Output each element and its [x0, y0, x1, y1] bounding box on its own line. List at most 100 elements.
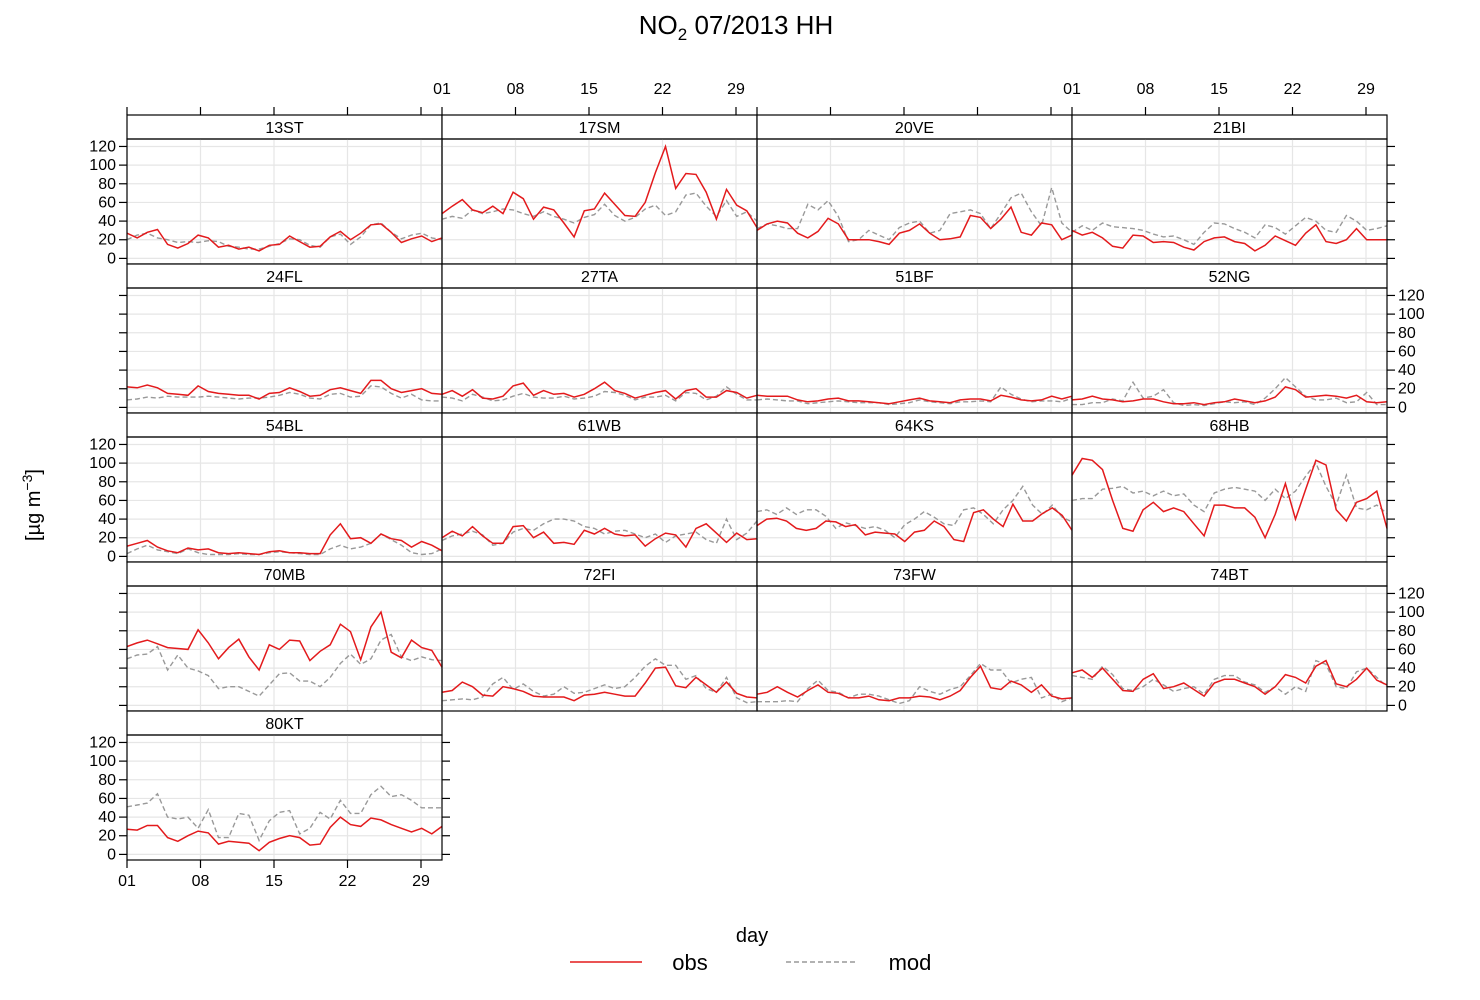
series-obs-24FL: [126, 379, 443, 400]
legend-label-obs: obs: [672, 950, 707, 975]
series-mod-73FW: [757, 662, 1073, 705]
panel-70MB: 70MB: [119, 561, 443, 712]
x-axis-title: day: [736, 925, 768, 947]
panel-frame-21BI: [1071, 138, 1388, 265]
panel-51BF: 51BF: [756, 263, 1073, 414]
strip-74BT: [1071, 561, 1388, 587]
series-obs-70MB: [126, 610, 443, 672]
series-mod-74BT: [1071, 659, 1388, 696]
x-tick-label-top: 01: [433, 81, 451, 98]
y-tick-label: 0: [1398, 697, 1407, 714]
x-tick-label-bottom: 08: [192, 873, 210, 890]
strip-label-17SM: 17SM: [579, 120, 621, 137]
series-obs-21BI: [1071, 223, 1387, 252]
series-mod-72FI: [441, 657, 758, 704]
legend-item-obs: obs: [570, 950, 708, 975]
strip-54BL: [126, 412, 443, 438]
strip-label-74BT: 74BT: [1210, 567, 1248, 584]
y-tick-label: 80: [98, 772, 116, 789]
y-tick-label: 20: [98, 530, 116, 547]
chart-title: NO2 07/2013 HH: [639, 10, 833, 44]
panel-frame-74BT: [1071, 585, 1388, 712]
legend-item-mod: mod: [786, 950, 931, 975]
panel-72FI: 72FI: [441, 561, 758, 712]
y-tick-label: 80: [1398, 623, 1416, 640]
y-tick-label: 40: [1398, 362, 1416, 379]
y-tick-label: 0: [1398, 399, 1407, 416]
y-tick-label: 40: [98, 213, 116, 230]
strip-label-64KS: 64KS: [895, 418, 934, 435]
series-obs-73FW: [756, 664, 1073, 702]
strip-21BI: [1071, 114, 1388, 140]
strip-64KS: [756, 412, 1073, 438]
x-tick-label-top: 29: [727, 81, 745, 98]
y-tick-label: 60: [1398, 641, 1416, 658]
panel-frame-54BL: [126, 436, 443, 563]
strip-label-61WB: 61WB: [578, 418, 622, 435]
series-obs-13ST: [126, 223, 443, 252]
series-mod-17SM: [441, 192, 758, 224]
panel-frame-80KT: [126, 734, 443, 861]
panel-24FL: 24FL: [119, 263, 443, 414]
x-tick-label-top: 15: [580, 81, 598, 98]
y-tick-label: 0: [107, 548, 116, 565]
y-tick-label: 20: [98, 232, 116, 249]
y-tick-label: 60: [98, 492, 116, 509]
y-tick-label: 100: [1398, 604, 1425, 621]
series-obs-51BF: [756, 394, 1073, 405]
x-tick-label-top: 29: [1357, 81, 1375, 98]
y-tick-label: 0: [107, 250, 116, 267]
series-mod-52NG: [1072, 376, 1387, 407]
y-tick-label: 100: [89, 157, 116, 174]
y-tick-label: 120: [89, 138, 116, 155]
x-tick-label-top: 15: [1210, 81, 1228, 98]
y-tick-label: 100: [1398, 306, 1425, 323]
panel-21BI: 21BI 01 08 15 22 29: [1063, 81, 1395, 265]
panel-64KS: 64KS: [756, 412, 1073, 563]
panel-frame-52NG: [1071, 287, 1388, 414]
panel-68HB: 68HB: [1071, 412, 1395, 563]
series-obs-54BL: [126, 522, 443, 556]
y-tick-label: 120: [89, 734, 116, 751]
series-mod-80KT: [126, 785, 442, 843]
panel-frame-68HB: [1071, 436, 1388, 563]
series-obs-72FI: [441, 666, 758, 702]
series-obs-20VE: [756, 205, 1073, 246]
y-tick-label: 0: [107, 846, 116, 863]
panel-17SM: 17SM 01 08 15 22 29: [433, 81, 758, 265]
panel-frame-64KS: [756, 436, 1073, 563]
panel-20VE: 20VE: [756, 107, 1073, 265]
series-obs-27TA: [441, 381, 758, 400]
y-tick-label: 100: [89, 753, 116, 770]
x-tick-label-bottom: 01: [118, 873, 136, 890]
series-obs-68HB: [1071, 457, 1388, 540]
series-obs-74BT: [1071, 659, 1388, 698]
x-tick-label-bottom: 22: [339, 873, 357, 890]
x-tick-label-bottom: 29: [412, 873, 430, 890]
y-tick-label: 100: [89, 455, 116, 472]
series-mod-21BI: [1071, 214, 1388, 246]
strip-label-51BF: 51BF: [895, 269, 933, 286]
legend: obs mod: [570, 950, 931, 975]
y-tick-label: 40: [1398, 660, 1416, 677]
strip-label-54BL: 54BL: [266, 418, 303, 435]
x-tick-label-top: 01: [1063, 81, 1081, 98]
panel-frame-72FI: [441, 585, 758, 712]
y-tick-label: 60: [1398, 343, 1416, 360]
strip-label-73FW: 73FW: [893, 567, 937, 584]
strip-label-13ST: 13ST: [265, 120, 303, 137]
y-tick-label: 40: [98, 809, 116, 826]
x-tick-label-top: 22: [1284, 81, 1302, 98]
strip-label-70MB: 70MB: [264, 567, 306, 584]
series-obs-17SM: [441, 143, 758, 239]
series-mod-64KS: [756, 485, 1073, 539]
series-obs-52NG: [1071, 386, 1388, 406]
x-tick-label-top: 22: [654, 81, 672, 98]
panel-frame-20VE: [756, 138, 1073, 265]
